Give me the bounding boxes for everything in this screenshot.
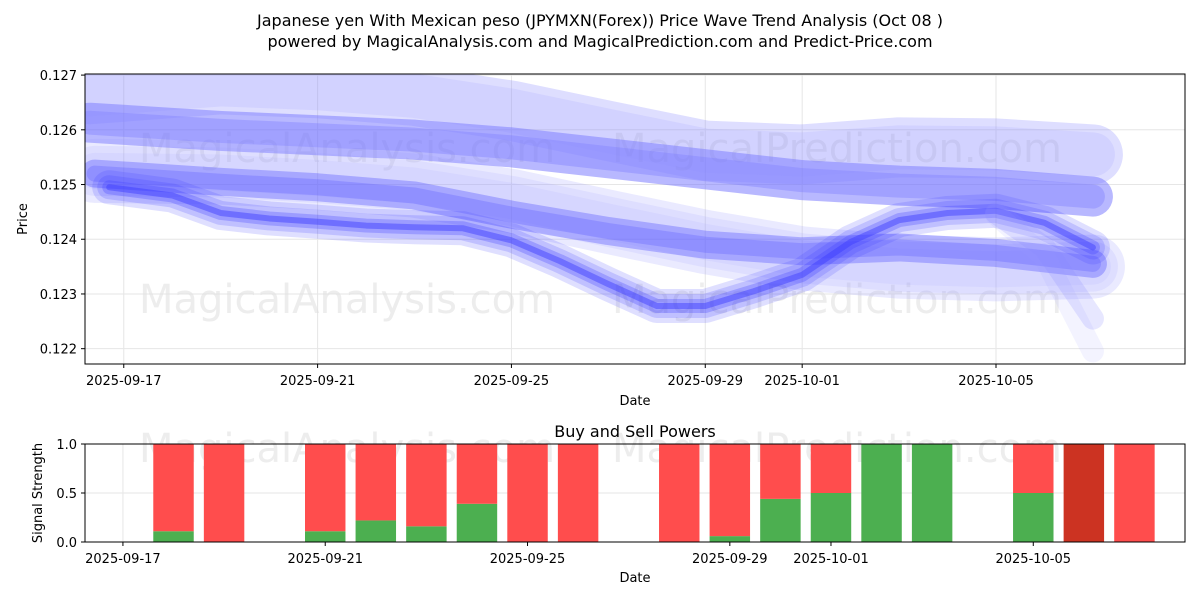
watermark-text: MagicalAnalysis.com [139, 277, 555, 323]
power-xtick-label: 2025-09-17 [85, 552, 161, 567]
buy-power-bar [456, 503, 498, 542]
power-chart-title: Buy and Sell Powers [554, 422, 716, 441]
price-wave-bands [85, 74, 1125, 363]
series-upper-trend [85, 102, 1113, 217]
buy-power-bar [911, 444, 953, 542]
price-ytick-label: 0.125 [40, 179, 77, 194]
price-x-axis-label: Date [619, 394, 650, 409]
buy-power-bar [810, 493, 852, 542]
sell-power-bar [1114, 444, 1155, 542]
buy-sell-power-chart: 0.0 0.5 1.0 2025-09-17 2025-09-21 2025-09-25 2… [31, 422, 1186, 586]
power-xtick-label: 2025-10-01 [793, 552, 869, 567]
series-lower-trend [85, 159, 1107, 278]
price-xtick-label: 2025-10-01 [764, 374, 840, 389]
series-upper-trend [85, 110, 1105, 209]
sell-power-bar [305, 444, 346, 532]
series-price-wave [92, 170, 1110, 323]
sell-power-bar [355, 444, 397, 521]
buy-power-bar [709, 536, 751, 542]
sell-power-bar [507, 444, 548, 542]
price-xtick-label: 2025-09-29 [667, 374, 743, 389]
buy-power-bar [153, 531, 194, 542]
watermark-text: MagicalPrediction.com [612, 277, 1062, 323]
price-xtick-label: 2025-09-21 [280, 374, 356, 389]
series-upper-envelope [85, 74, 1115, 177]
power-xtick-label: 2025-10-05 [995, 552, 1071, 567]
price-ytick-label: 0.123 [40, 288, 77, 303]
series-lower-trend [86, 165, 1101, 272]
buy-power-bar [861, 444, 902, 542]
sell-power-bar [1013, 444, 1054, 493]
price-plot-frame [84, 73, 1186, 365]
watermark-text: MagicalPrediction.com [612, 126, 1062, 172]
price-xtick-label: 2025-09-25 [474, 374, 550, 389]
series-middle-band [85, 152, 1111, 288]
series-price-wave [97, 175, 1105, 318]
buy-power-bar [305, 531, 346, 542]
sell-power-bar [153, 444, 194, 532]
figure-title-line2: powered by MagicalAnalysis.com and Magic… [267, 32, 932, 51]
price-ytick-label: 0.127 [40, 69, 77, 84]
sell-power-bar [456, 444, 498, 504]
price-ytick-label: 0.122 [40, 343, 77, 358]
sell-power-bar [203, 444, 245, 542]
power-ytick-label: 1.0 [56, 438, 77, 453]
power-plot-frame [84, 443, 1186, 543]
sell-power-bar [709, 444, 751, 537]
series-middle-band [85, 138, 1125, 302]
power-ytick-label: 0.5 [56, 487, 77, 502]
sell-power-bar [659, 444, 700, 542]
buy-power-bar [355, 520, 397, 542]
price-xtick-label: 2025-10-05 [958, 374, 1034, 389]
price-ytick-label: 0.126 [40, 124, 77, 139]
series-middle-band [85, 145, 1118, 295]
sell-power-bar [557, 444, 599, 542]
price-chart: 0.122 0.123 0.124 0.125 0.126 0.127 2025-09-17… [16, 69, 1186, 409]
sell-power-bar [406, 444, 447, 527]
power-xtick-label: 2025-09-25 [490, 552, 566, 567]
series-forecast-drop-b [985, 201, 1104, 330]
sell-power-bar [760, 444, 801, 499]
price-y-axis-label: Price [16, 203, 31, 235]
sell-power-bar [1063, 444, 1105, 542]
sell-power-bar [810, 444, 852, 493]
series-price-wave [102, 180, 1100, 313]
series-upper-envelope [85, 74, 1123, 185]
buy-power-bar [406, 526, 447, 542]
price-ytick-label: 0.124 [40, 233, 77, 248]
price-xtick-label: 2025-09-17 [86, 374, 162, 389]
power-ytick-label: 0.0 [56, 536, 77, 551]
power-y-axis-label: Signal Strength [31, 443, 46, 543]
buy-power-bar [1013, 493, 1054, 542]
buy-power-bar [760, 498, 801, 542]
series-price-wave [106, 184, 1096, 309]
figure-title-line1: Japanese yen With Mexican peso (JPYMXN(F… [256, 11, 943, 30]
watermark-text: MagicalAnalysis.com [139, 126, 555, 172]
power-xtick-label: 2025-09-29 [692, 552, 768, 567]
price-plot-area [85, 74, 1185, 364]
power-xtick-label: 2025-09-21 [287, 552, 363, 567]
power-x-axis-label: Date [619, 571, 650, 586]
series-forecast-drop-a [985, 203, 1104, 363]
